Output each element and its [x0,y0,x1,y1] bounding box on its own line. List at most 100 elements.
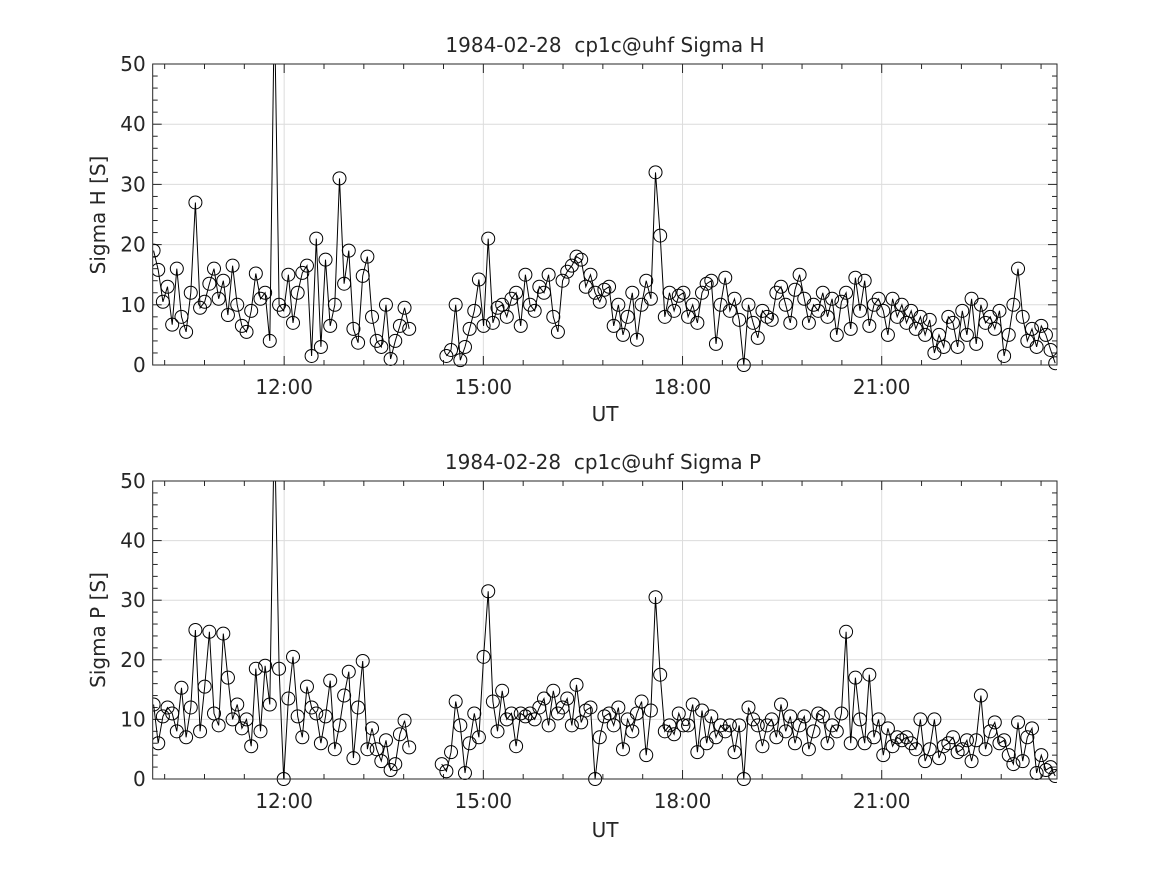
data-point-marker [220,670,235,685]
data-point-marker [499,309,514,324]
data-point-marker [1034,748,1049,763]
data-point-marker [606,318,621,333]
data-point-marker [834,706,849,721]
data-point-marker [197,679,212,694]
data-point-marker [704,273,719,288]
data-point-marker [783,315,798,330]
data-point-marker [258,285,273,300]
data-point-marker [676,718,691,733]
data-point-marker [629,332,644,347]
data-point-marker [546,309,561,324]
data-point-marker [360,742,375,757]
data-point-marker [155,294,170,309]
data-point-marker [165,317,180,332]
data-point-marker [457,339,472,354]
data-point-marker [583,700,598,715]
data-point-marker [1015,309,1030,324]
data-point-marker [746,315,761,330]
y-tick-label: 0 [133,767,146,791]
data-point-marker [811,706,826,721]
data-point-marker [834,294,849,309]
data-point-marker [369,742,384,757]
data-point-marker [1011,261,1026,276]
x-axis-label: UT [592,402,620,426]
data-point-marker [397,300,412,315]
data-point-marker [253,724,268,739]
data-point-marker [230,297,245,312]
data-point-marker [681,718,696,733]
data-point-marker [829,724,844,739]
data-point-marker [880,721,895,736]
data-point-marker [853,712,868,727]
data-point-marker [248,266,263,281]
data-point-marker [992,736,1007,751]
data-point-marker [964,754,979,769]
data-point-marker [732,312,747,327]
data-point-marker [1034,318,1049,333]
data-point-marker [527,712,542,727]
data-point-marker [286,649,301,664]
data-point-marker [448,694,463,709]
data-point-marker [518,709,533,724]
data-point-marker [560,691,575,706]
data-point-marker [876,303,891,318]
data-point-marker [536,285,551,300]
data-series [152,64,1057,372]
data-point-marker [913,309,928,324]
data-point-marker [876,748,891,763]
data-point-marker [801,315,816,330]
data-point-marker [546,683,561,698]
data-point-marker [262,333,277,348]
data-point-marker [648,165,663,180]
data-point-marker [708,336,723,351]
data-point-marker [174,680,189,695]
data-point-marker [509,285,524,300]
data-point-marker [295,730,310,745]
grid [152,480,1057,780]
data-point-marker [639,273,654,288]
data-point-marker [462,321,477,336]
data-point-marker [211,718,226,733]
data-point-marker [392,727,407,742]
data-point-marker [155,709,170,724]
data-point-marker [337,276,352,291]
data-point-marker [848,670,863,685]
data-point-marker [927,712,942,727]
data-point-marker [485,315,500,330]
x-tick-label: 21:00 [853,789,911,813]
data-point-marker [174,309,189,324]
data-point-marker [950,339,965,354]
data-point-marker [327,742,342,757]
data-point-marker [239,712,254,727]
data-point-marker [588,285,603,300]
data-point-marker [806,724,821,739]
data-point-marker [690,315,705,330]
x-tick-label: 15:00 [455,789,513,813]
data-point-marker [193,724,208,739]
data-point-marker [578,703,593,718]
sigma-p-panel: 1984-02-28 cp1c@uhf Sigma P UT Sigma P [… [86,450,1058,842]
data-point-marker [732,718,747,733]
y-tick-label: 50 [120,469,145,493]
data-point-marker [272,661,287,676]
data-point-marker [959,733,974,748]
data-point-marker [444,342,459,357]
data-point-marker [169,261,184,276]
data-point-marker [481,584,496,599]
sigma-h-panel: 1984-02-28 cp1c@uhf Sigma H UT Sigma H [… [86,33,1058,426]
data-point-marker [490,300,505,315]
data-point-marker [825,291,840,306]
data-point-marker [207,706,222,721]
data-point-marker [969,733,984,748]
data-point-marker [634,694,649,709]
data-point-marker [918,327,933,342]
data-point-marker [295,265,310,280]
data-point-marker [290,285,305,300]
data-point-marker [839,624,854,639]
axes-box [152,63,1058,366]
data-point-marker [211,291,226,306]
data-point-marker [355,268,370,283]
data-point-marker [764,312,779,327]
data-point-marker [1001,748,1016,763]
data-point-marker [513,318,528,333]
